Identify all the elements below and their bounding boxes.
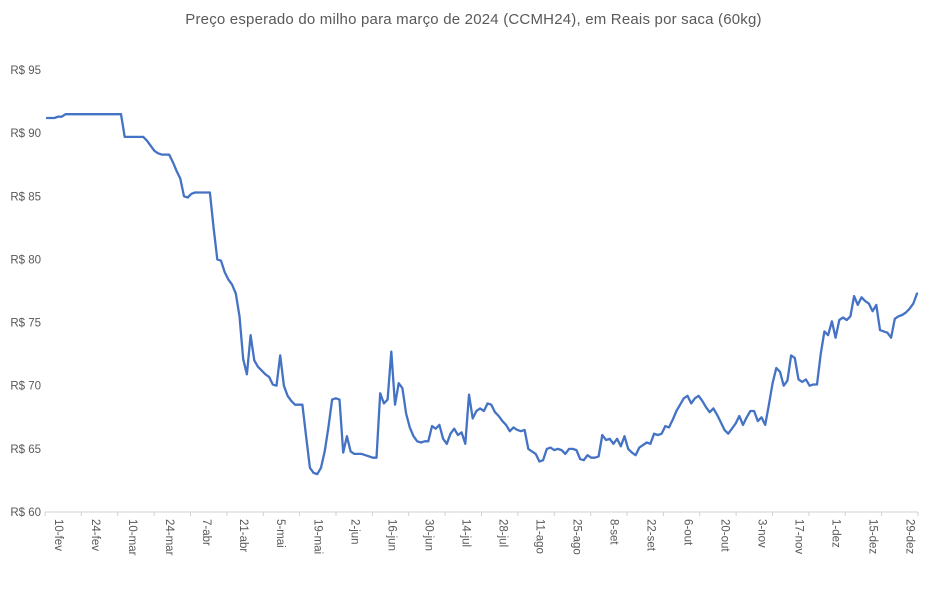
x-axis-label: 19-mai — [311, 519, 323, 554]
x-axis-label: 15-dez — [867, 519, 879, 554]
x-axis-label: 24-mar — [163, 519, 175, 556]
x-axis-label: 28-jul — [496, 519, 508, 547]
x-axis-label: 2-jun — [348, 519, 360, 545]
x-axis-label: 29-dez — [904, 519, 916, 554]
y-axis-label: R$ 60 — [10, 507, 41, 519]
x-axis-label: 20-out — [718, 519, 730, 552]
x-axis-label: 16-jun — [385, 519, 397, 551]
x-axis-label: 24-fev — [89, 519, 101, 551]
x-axis-label: 14-jul — [459, 519, 471, 547]
x-axis-label: 6-out — [681, 519, 693, 546]
chart-title: Preço esperado do milho para março de 20… — [185, 11, 762, 28]
x-axis-label: 5-mai — [274, 519, 286, 548]
x-axis-label: 11-ago — [533, 519, 545, 554]
y-axis-label: R$ 75 — [10, 318, 41, 330]
y-axis-label: R$ 80 — [10, 254, 41, 266]
x-axis-label: 25-ago — [570, 519, 582, 555]
x-axis-label: 1-dez — [830, 519, 842, 548]
x-axis-label: 30-jun — [422, 519, 434, 551]
x-axis-label: 17-nov — [793, 519, 805, 554]
x-axis-label: 21-abr — [237, 519, 249, 552]
y-axis-label: R$ 85 — [10, 191, 41, 203]
x-axis-label: 7-abr — [200, 519, 212, 546]
x-axis-label: 10-mar — [126, 519, 138, 556]
y-axis-label: R$ 70 — [10, 381, 41, 393]
price-line — [45, 113, 919, 476]
y-axis-label: R$ 90 — [10, 128, 41, 140]
x-axis-label: 22-set — [644, 519, 656, 552]
x-axis-label: 8-set — [607, 519, 619, 545]
x-axis-label: 3-nov — [756, 519, 768, 548]
x-axis-label: 10-fev — [52, 519, 64, 551]
y-axis-label: R$ 95 — [10, 65, 41, 77]
y-axis-label: R$ 65 — [10, 444, 41, 456]
